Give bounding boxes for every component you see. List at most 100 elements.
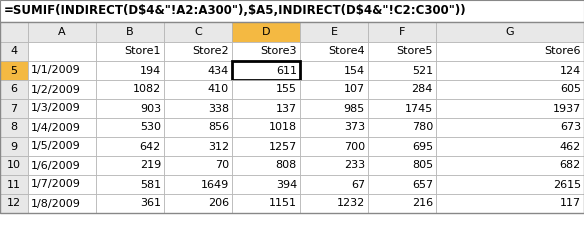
Bar xyxy=(436,194,584,213)
Bar xyxy=(232,22,300,42)
Text: 1/1/2009: 1/1/2009 xyxy=(31,65,81,75)
Text: 1232: 1232 xyxy=(337,198,365,208)
Bar xyxy=(28,22,96,42)
Text: 903: 903 xyxy=(140,104,161,114)
Bar xyxy=(164,61,232,80)
Text: 338: 338 xyxy=(208,104,229,114)
Text: 985: 985 xyxy=(344,104,365,114)
Text: 611: 611 xyxy=(276,65,297,75)
Bar xyxy=(96,156,164,175)
Text: 10: 10 xyxy=(7,160,21,170)
Bar xyxy=(164,175,232,194)
Text: 700: 700 xyxy=(344,142,365,152)
Bar xyxy=(164,156,232,175)
Text: 642: 642 xyxy=(140,142,161,152)
Text: Store1: Store1 xyxy=(124,46,161,56)
Text: 11: 11 xyxy=(7,179,21,189)
Bar xyxy=(436,156,584,175)
Bar xyxy=(0,42,28,61)
Text: 155: 155 xyxy=(276,84,297,94)
Text: 1/7/2009: 1/7/2009 xyxy=(31,179,81,189)
Bar xyxy=(28,137,96,156)
Bar xyxy=(96,99,164,118)
Bar xyxy=(436,61,584,80)
Bar xyxy=(300,156,368,175)
Text: 9: 9 xyxy=(11,142,18,152)
Bar xyxy=(436,22,584,42)
Bar xyxy=(0,137,28,156)
Bar xyxy=(28,156,96,175)
Bar xyxy=(436,137,584,156)
Text: 521: 521 xyxy=(412,65,433,75)
Bar xyxy=(0,175,28,194)
Bar xyxy=(436,118,584,137)
Text: 1/5/2009: 1/5/2009 xyxy=(31,142,81,152)
Text: Store2: Store2 xyxy=(192,46,229,56)
Text: 808: 808 xyxy=(276,160,297,170)
Text: Store3: Store3 xyxy=(260,46,297,56)
Bar xyxy=(368,175,436,194)
Bar xyxy=(164,137,232,156)
Text: 856: 856 xyxy=(208,123,229,133)
Text: 361: 361 xyxy=(140,198,161,208)
Bar xyxy=(96,137,164,156)
Text: 8: 8 xyxy=(11,123,18,133)
Text: 657: 657 xyxy=(412,179,433,189)
Text: 2615: 2615 xyxy=(553,179,581,189)
Bar xyxy=(0,99,28,118)
Bar xyxy=(0,22,28,42)
Text: 1/6/2009: 1/6/2009 xyxy=(31,160,81,170)
Bar xyxy=(28,99,96,118)
Text: 154: 154 xyxy=(344,65,365,75)
Text: 605: 605 xyxy=(560,84,581,94)
Bar xyxy=(300,22,368,42)
Bar xyxy=(300,175,368,194)
Text: 394: 394 xyxy=(276,179,297,189)
Bar xyxy=(368,118,436,137)
Bar xyxy=(96,175,164,194)
Text: 581: 581 xyxy=(140,179,161,189)
Text: 1018: 1018 xyxy=(269,123,297,133)
Bar xyxy=(368,22,436,42)
Text: Store5: Store5 xyxy=(397,46,433,56)
Bar xyxy=(232,99,300,118)
Text: 4: 4 xyxy=(11,46,18,56)
Bar xyxy=(232,175,300,194)
Bar xyxy=(368,61,436,80)
Bar xyxy=(232,194,300,213)
Bar xyxy=(300,61,368,80)
Text: 194: 194 xyxy=(140,65,161,75)
Text: 1257: 1257 xyxy=(269,142,297,152)
Text: 1/8/2009: 1/8/2009 xyxy=(31,198,81,208)
Bar xyxy=(368,156,436,175)
Text: 117: 117 xyxy=(560,198,581,208)
Bar xyxy=(232,61,300,80)
Bar xyxy=(0,80,28,99)
Text: 284: 284 xyxy=(412,84,433,94)
Bar xyxy=(232,80,300,99)
Text: 373: 373 xyxy=(344,123,365,133)
Text: 434: 434 xyxy=(208,65,229,75)
Bar xyxy=(164,22,232,42)
Text: 410: 410 xyxy=(208,84,229,94)
Bar xyxy=(300,99,368,118)
Text: 673: 673 xyxy=(560,123,581,133)
Text: 695: 695 xyxy=(412,142,433,152)
Text: Store6: Store6 xyxy=(544,46,581,56)
Text: 124: 124 xyxy=(559,65,581,75)
Bar xyxy=(164,194,232,213)
Text: 219: 219 xyxy=(140,160,161,170)
Bar xyxy=(164,99,232,118)
Bar xyxy=(164,42,232,61)
Bar xyxy=(368,137,436,156)
Bar xyxy=(0,156,28,175)
Text: B: B xyxy=(126,27,134,37)
Text: 12: 12 xyxy=(7,198,21,208)
Text: C: C xyxy=(194,27,202,37)
Bar xyxy=(368,194,436,213)
Bar xyxy=(300,137,368,156)
Bar xyxy=(164,118,232,137)
Text: 312: 312 xyxy=(208,142,229,152)
Text: A: A xyxy=(58,27,66,37)
Text: E: E xyxy=(331,27,338,37)
